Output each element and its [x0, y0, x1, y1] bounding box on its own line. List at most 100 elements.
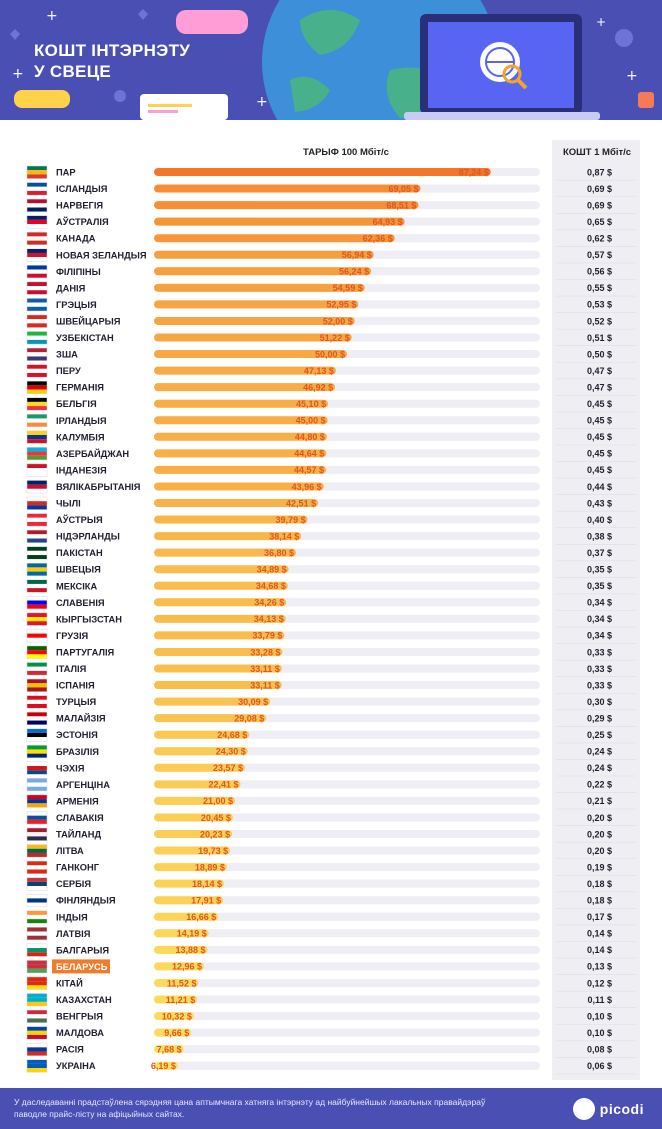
- bar: [154, 499, 319, 507]
- value-label: 20,23 $: [200, 829, 230, 839]
- picodi-logo[interactable]: picodi: [572, 1097, 644, 1121]
- smile-icon: [114, 90, 126, 102]
- country-label: КІТАЙ: [56, 977, 83, 988]
- cost-label: 0,22 $: [587, 780, 612, 790]
- bar-track: [154, 780, 540, 789]
- flag-icon: [26, 513, 48, 527]
- value-label: 45,00 $: [296, 416, 326, 426]
- bar: [154, 664, 282, 673]
- flag-icon: [26, 778, 48, 792]
- value-label: 20,45 $: [201, 813, 231, 823]
- cost-column-background: [552, 140, 640, 1080]
- bar: [154, 267, 372, 276]
- svg-text:+: +: [626, 68, 638, 84]
- flag-icon: [26, 910, 48, 924]
- country-label: АЎСТРАЛІЯ: [56, 216, 109, 227]
- bar: [154, 1028, 192, 1037]
- value-label: 52,95 $: [326, 300, 356, 310]
- cost-label: 0,69 $: [587, 184, 612, 194]
- bar-track: [154, 945, 540, 954]
- flag-icon: [26, 298, 48, 312]
- flag-icon: [26, 430, 48, 444]
- flag-icon: [26, 860, 48, 874]
- value-label: 38,14 $: [269, 531, 299, 541]
- bar: [154, 184, 421, 193]
- bar: [154, 697, 271, 706]
- country-label: ГРЭЦЫЯ: [56, 300, 97, 310]
- country-label: СЛАВАКІЯ: [56, 813, 104, 823]
- value-label: 39,79 $: [276, 515, 306, 525]
- value-label: 23,57 $: [213, 763, 243, 773]
- country-label: ФІЛІПІНЫ: [56, 267, 101, 277]
- country-label: БЕЛАРУСЬ: [56, 962, 108, 972]
- country-label: АЗЕРБАЙДЖАН: [56, 448, 129, 459]
- svg-text:+: +: [596, 15, 606, 29]
- flag-icon: [26, 678, 48, 692]
- value-label: 13,88 $: [176, 945, 206, 955]
- bar: [154, 681, 282, 690]
- country-label: МАЛАЙЗІЯ: [56, 713, 106, 724]
- cost-label: 0,35 $: [587, 581, 612, 591]
- title-line-1: КОШТ ІНТЭРНЭТУ: [34, 41, 191, 60]
- flag-icon: [26, 745, 48, 759]
- search-icon: [502, 64, 522, 84]
- country-label: ПАКІСТАН: [56, 548, 103, 558]
- bar-track: [154, 863, 540, 872]
- country-label: ІСПАНІЯ: [56, 681, 95, 691]
- cost-label: 0,65 $: [587, 217, 612, 227]
- flag-icon: [26, 993, 48, 1007]
- country-label: ГРУЗІЯ: [56, 631, 89, 641]
- bar: [154, 962, 205, 971]
- flag-icon: [26, 943, 48, 957]
- svg-text:+: +: [12, 66, 24, 82]
- bar: [154, 912, 219, 921]
- page-title: КОШТ ІНТЭРНЭТУ У СВЕЦЕ: [34, 40, 190, 82]
- flag-icon: [26, 976, 48, 990]
- country-label: КАЛУМБІЯ: [56, 432, 105, 442]
- value-label: 30,09 $: [238, 697, 268, 707]
- bar: [154, 316, 355, 325]
- bar: [154, 830, 233, 838]
- country-label: ІРЛАНДЫЯ: [56, 416, 107, 426]
- bar-track: [154, 846, 540, 855]
- bar: [154, 581, 288, 590]
- flag-icon: [26, 215, 48, 229]
- bar: [154, 631, 285, 640]
- cost-label: 0,51 $: [587, 333, 612, 343]
- bar: [154, 730, 250, 739]
- flag-icon: [26, 1042, 48, 1057]
- cost-label: 0,29 $: [587, 713, 612, 723]
- country-label: АЎСТРЫЯ: [56, 514, 103, 525]
- country-label: БРАЗІЛІЯ: [56, 747, 99, 757]
- bar: [154, 945, 208, 954]
- country-label: СЕРБІЯ: [56, 879, 91, 889]
- bar-track: [154, 1012, 540, 1021]
- bar-track: [154, 896, 540, 905]
- flag-icon: [26, 248, 48, 262]
- country-label: ЭСТОНІЯ: [56, 730, 98, 740]
- bar: [154, 896, 224, 905]
- title-line-2: У СВЕЦЕ: [34, 62, 112, 81]
- value-label: 19,73 $: [198, 846, 228, 856]
- bar: [154, 548, 297, 557]
- country-label: РАСІЯ: [56, 1045, 84, 1055]
- country-label: БЕЛЬГІЯ: [56, 399, 97, 409]
- value-label: 6,19 $: [151, 1061, 176, 1071]
- flag-icon: [26, 927, 48, 941]
- bar: [154, 350, 347, 359]
- bar-track: [154, 1061, 540, 1070]
- value-label: 21,00 $: [203, 796, 233, 806]
- highlight-label-background: [52, 959, 110, 974]
- country-label: ВЯЛІКАБРЫТАНІЯ: [56, 482, 141, 492]
- country-label: ФІНЛЯНДЫЯ: [56, 896, 116, 906]
- cost-label: 0,45 $: [587, 449, 612, 459]
- bar: [154, 565, 289, 574]
- value-label: 64,93 $: [373, 217, 403, 227]
- bar-track: [154, 912, 540, 921]
- bar: [154, 465, 327, 474]
- country-label: ІНДАНЕЗІЯ: [56, 465, 107, 475]
- flag-icon: [26, 794, 48, 808]
- bar: [154, 598, 287, 607]
- cost-label: 0,35 $: [587, 565, 612, 575]
- flag-icon: [26, 629, 48, 643]
